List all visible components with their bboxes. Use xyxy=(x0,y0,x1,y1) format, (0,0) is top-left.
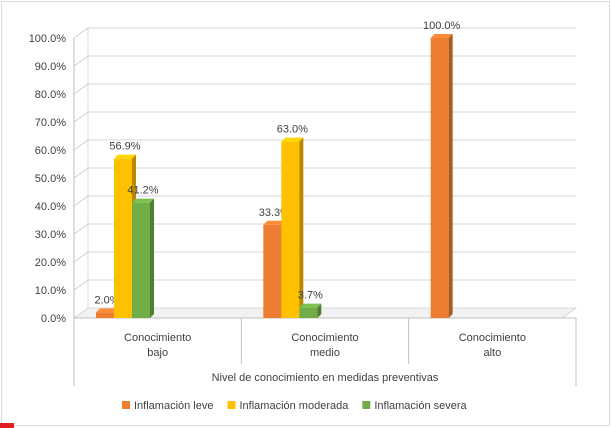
bar-top xyxy=(281,137,304,142)
legend-label: Inflamación severa xyxy=(374,400,467,412)
category-label: Conocimiento xyxy=(291,332,358,344)
bar-front xyxy=(299,307,318,318)
bar-top xyxy=(263,220,286,225)
y-tick-label: 30.0% xyxy=(35,229,66,241)
legend-swatch xyxy=(227,401,236,409)
gridline xyxy=(73,279,576,291)
gridline xyxy=(73,27,576,39)
bar-front xyxy=(132,202,150,318)
category-label: Conocimiento xyxy=(459,332,526,344)
category-label: alto xyxy=(483,347,501,359)
bar-top xyxy=(430,34,453,38)
gridline xyxy=(73,83,576,95)
y-tick-label: 20.0% xyxy=(35,257,66,269)
bar-front xyxy=(96,312,114,318)
data-label: 56.9% xyxy=(109,141,140,153)
legend-label: Inflamación leve xyxy=(134,400,214,412)
red-corner-mark xyxy=(0,423,14,428)
y-tick-label: 10.0% xyxy=(35,285,66,297)
y-tick-label: 90.0% xyxy=(35,61,66,73)
gridline xyxy=(73,139,576,151)
x-axis-title: Nivel de conocimiento en medidas prevent… xyxy=(212,372,439,384)
gridline xyxy=(73,167,576,179)
data-label: 2.0% xyxy=(94,294,119,306)
y-tick-label: 80.0% xyxy=(35,89,66,101)
bar-front xyxy=(114,158,132,318)
bar-top xyxy=(96,308,118,313)
gridline xyxy=(73,223,576,235)
data-label: 3.7% xyxy=(298,290,323,302)
bar-side xyxy=(317,303,322,318)
legend-label: Inflamación moderada xyxy=(240,400,350,412)
bar-top xyxy=(114,154,136,159)
y-tick-label: 100.0% xyxy=(29,33,67,45)
y-tick-label: 60.0% xyxy=(35,145,66,157)
bar-side xyxy=(448,34,453,318)
category-label: bajo xyxy=(147,347,168,359)
y-tick-label: 40.0% xyxy=(35,201,66,213)
bar-front xyxy=(263,224,282,318)
gridline xyxy=(73,251,576,263)
bar-front xyxy=(430,38,449,318)
bar-front xyxy=(281,141,300,318)
bar-top xyxy=(299,303,322,308)
category-label: medio xyxy=(310,347,340,359)
y-tick-label: 0.0% xyxy=(41,313,66,325)
bar-side xyxy=(299,137,304,318)
bar-side xyxy=(150,198,154,318)
category-label: Conocimiento xyxy=(124,332,191,344)
bar-top xyxy=(132,198,154,203)
legend-swatch xyxy=(362,401,371,409)
gridline xyxy=(73,55,576,67)
y-tick-label: 70.0% xyxy=(35,117,66,129)
legend-swatch xyxy=(122,401,130,409)
gridline xyxy=(73,195,576,207)
data-label: 41.2% xyxy=(127,185,158,197)
data-label: 100.0% xyxy=(423,20,461,32)
data-label: 63.0% xyxy=(277,124,308,136)
gridline xyxy=(73,111,576,123)
y-tick-label: 50.0% xyxy=(35,173,66,185)
